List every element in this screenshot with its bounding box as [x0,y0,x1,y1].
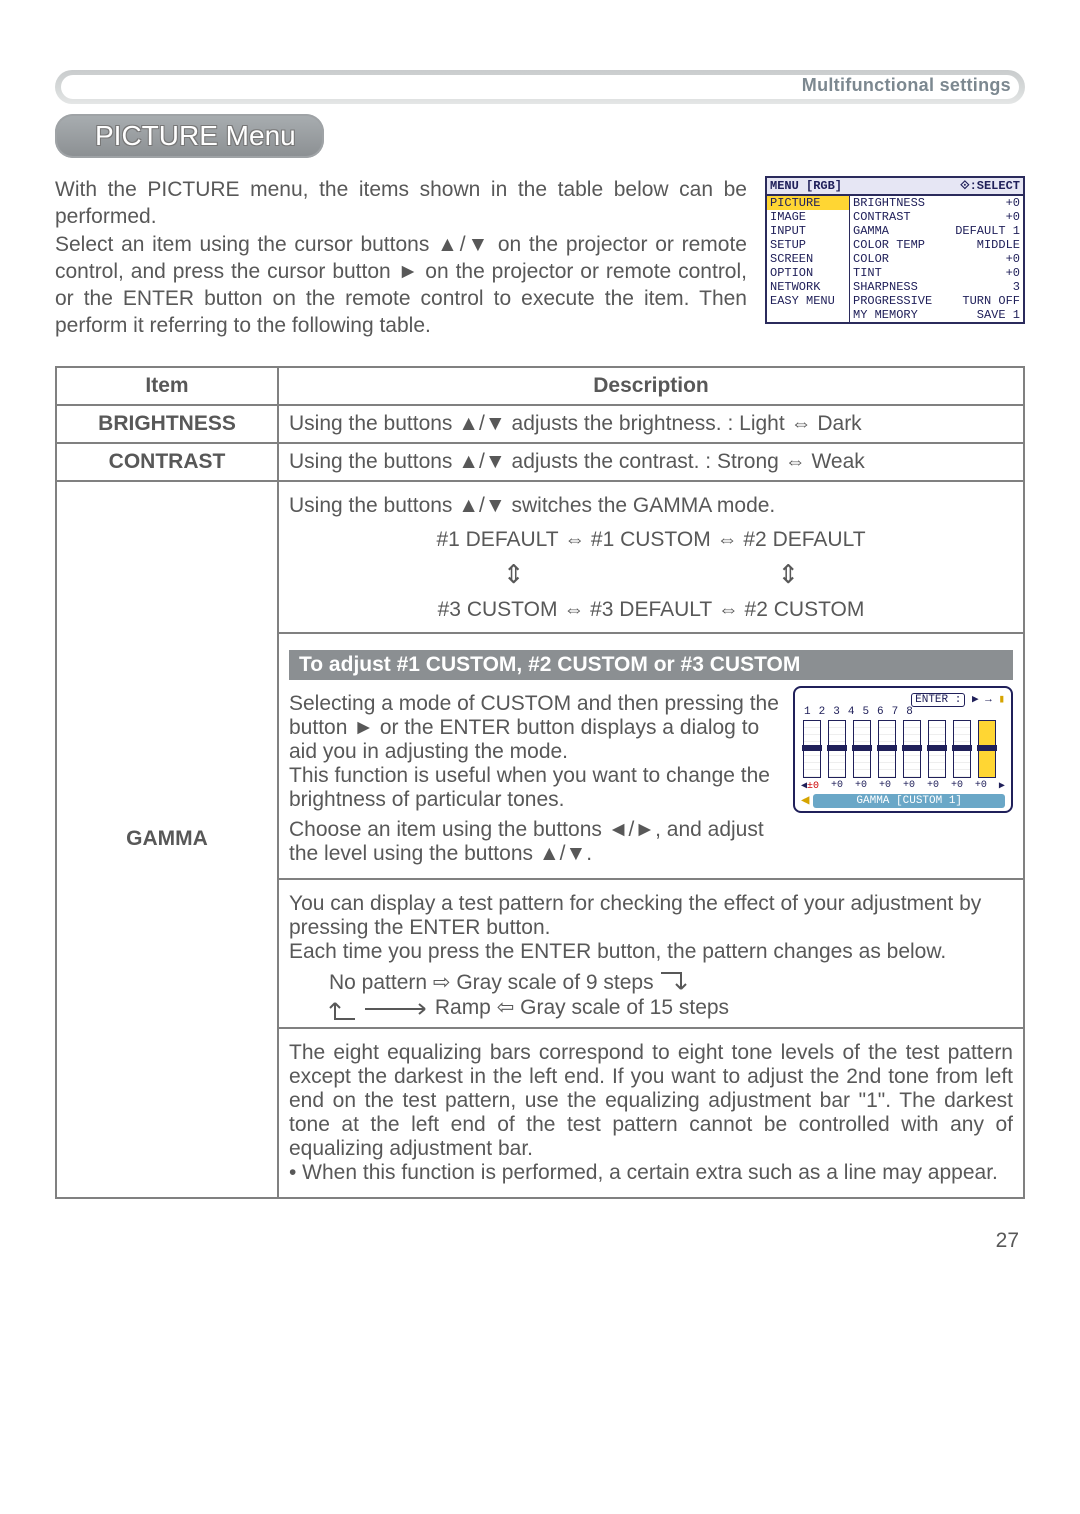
eq-slider [928,720,946,778]
pattern-loop: No pattern ⇨ Gray scale of 9 steps Ramp … [329,970,1013,1021]
header-section-label: Multifunctional settings [802,75,1011,96]
section-title: PICTURE Menu [95,120,296,151]
osd-right-column: BRIGHTNESS+0CONTRAST+0GAMMADEFAULT 1COLO… [850,196,1023,322]
page-number: 27 [55,1229,1025,1253]
eq-footer: GAMMA [CUSTOM 1] [813,794,1005,808]
osd-right-row: GAMMADEFAULT 1 [850,224,1023,238]
eq-slider [853,720,871,778]
left-arrow-icon: ◀ [801,792,809,809]
osd-title-right: ⟐:SELECT [960,179,1020,193]
row-contrast-item: CONTRAST [56,443,278,481]
osd-right-row: COLOR TEMPMIDDLE [850,238,1023,252]
eq-enter-label: ENTER : [911,693,965,707]
gamma-p2: Choose an item using the buttons ◄/►, an… [289,818,781,866]
eq-slider [903,720,921,778]
long-arrow-icon [365,1002,435,1016]
gamma-mode-diagram: #1 DEFAULT ⇔ #1 CUSTOM ⇔ #2 DEFAULT ⇕ ⇕ … [289,524,1013,626]
intro-text: With the PICTURE menu, the items shown i… [55,176,747,340]
loop-up-arrow-icon [329,997,359,1021]
spec-table: Item Description BRIGHTNESS Using the bu… [55,366,1025,1199]
gamma-p4: The eight equalizing bars correspond to … [289,1041,1013,1185]
th-desc: Description [278,367,1024,405]
osd-title-left: MENU [RGB] [770,179,842,193]
eq-slider [978,720,996,778]
header-bar: Multifunctional settings [55,70,1025,104]
osd-left-item: IMAGE [767,210,849,224]
intro-p2: Select an item using the cursor buttons … [55,233,747,338]
row-gamma-desc: Using the buttons ▲/▼ switches the GAMMA… [278,481,1024,1198]
row-gamma-item: GAMMA [56,481,278,1198]
osd-left-item: EASY MENU [767,294,849,308]
osd-right-row: COLOR+0 [850,252,1023,266]
eq-slider [803,720,821,778]
th-item: Item [56,367,278,405]
gamma-row1: #1 DEFAULT ⇔ #1 CUSTOM ⇔ #2 DEFAULT [289,524,1013,556]
osd-left-item: SCREEN [767,252,849,266]
osd-right-row: SHARPNESS3 [850,280,1023,294]
eq-slider [953,720,971,778]
eq-slider [878,720,896,778]
gamma-p1: Selecting a mode of CUSTOM and then pres… [289,692,781,812]
gamma-mode-intro: Using the buttons ▲/▼ switches the GAMMA… [289,494,1013,518]
section-title-pill: PICTURE Menu [55,114,324,158]
row-brightness-item: BRIGHTNESS [56,405,278,443]
updown-arrows-icon: ⇕ ⇕ [289,555,1013,594]
osd-right-row: PROGRESSIVETURN OFF [850,294,1023,308]
osd-menu-graphic: MENU [RGB] ⟐:SELECT PICTUREIMAGEINPUTSET… [765,176,1025,324]
osd-left-item: INPUT [767,224,849,238]
equalizer-graphic: ENTER : ▶ → ▮ 12345678 ◀±0+0+0+0+0+0+0+0… [793,686,1013,813]
osd-right-row: BRIGHTNESS+0 [850,196,1023,210]
eq-slider [828,720,846,778]
gamma-subhead: To adjust #1 CUSTOM, #2 CUSTOM or #3 CUS… [289,650,1013,680]
row-contrast-desc: Using the buttons ▲/▼ adjusts the contra… [278,443,1024,481]
gamma-p3: You can display a test pattern for check… [289,892,1013,964]
osd-left-item: SETUP [767,238,849,252]
intro-p1: With the PICTURE menu, the items shown i… [55,178,747,228]
row-brightness-desc: Using the buttons ▲/▼ adjusts the bright… [278,405,1024,443]
osd-right-row: TINT+0 [850,266,1023,280]
osd-left-item: OPTION [767,266,849,280]
osd-left-item: NETWORK [767,280,849,294]
loop-down-arrow-icon [659,971,689,995]
osd-left-column: PICTUREIMAGEINPUTSETUPSCREENOPTIONNETWOR… [767,196,850,322]
osd-right-row: MY MEMORYSAVE 1 [850,308,1023,322]
osd-left-item: PICTURE [767,196,849,210]
osd-right-row: CONTRAST+0 [850,210,1023,224]
gamma-row2: #3 CUSTOM ⇔ #3 DEFAULT ⇔ #2 CUSTOM [289,594,1013,626]
